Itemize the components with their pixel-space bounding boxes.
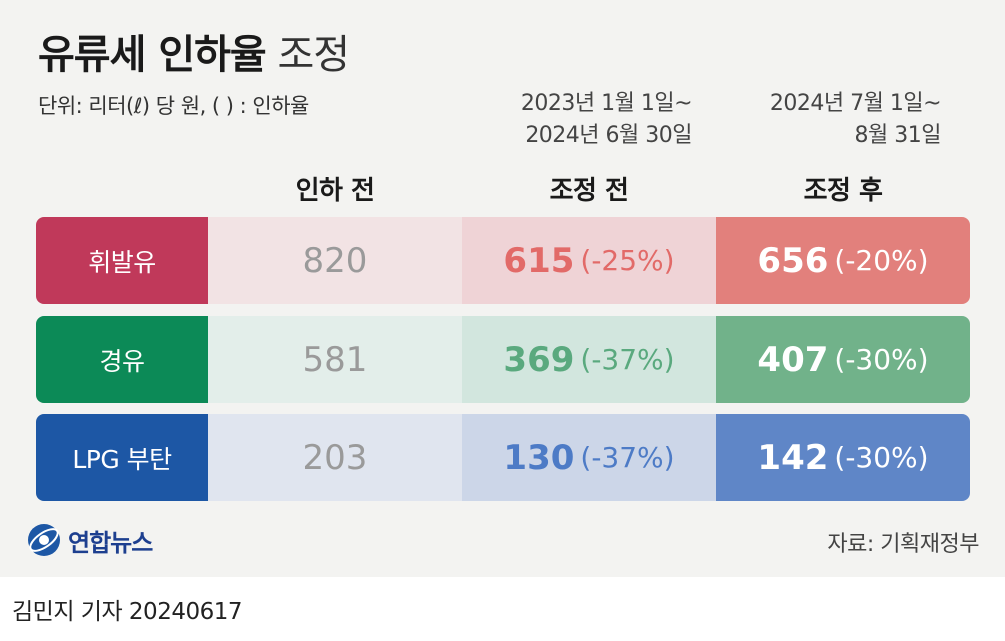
cell-diesel-prev: 369 (-37%)	[462, 316, 716, 403]
label-gasoline: 휘발유	[36, 217, 208, 304]
pct-gasoline-prev: (-25%)	[580, 244, 675, 277]
header-before: 인하 전	[295, 176, 375, 206]
pct-gasoline-curr: (-20%)	[834, 244, 929, 277]
period-curr: 2024년 7월 1일~ 8월 31일	[769, 88, 942, 152]
cell-lpg-curr: 142 (-30%)	[716, 414, 970, 501]
byline: 김민지 기자 20240617	[12, 599, 243, 625]
period-prev: 2023년 1월 1일~ 2024년 6월 30일	[520, 88, 693, 152]
value-gasoline-before: 820	[208, 217, 462, 304]
pct-diesel-curr: (-30%)	[834, 343, 929, 376]
cell-gasoline-prev: 615 (-25%)	[462, 217, 716, 304]
value-lpg-curr: 142	[757, 437, 829, 478]
title-light: 조정	[277, 32, 350, 78]
yonhap-logo: 연합뉴스	[24, 520, 153, 560]
period-prev-line1: 2023년 1월 1일~	[520, 91, 693, 116]
value-gasoline-curr: 656	[757, 240, 829, 281]
yonhap-globe-icon	[28, 524, 60, 556]
period-curr-line2: 8월 31일	[854, 123, 942, 148]
header-prev: 조정 전	[549, 176, 629, 206]
row-gasoline: 휘발유 820 615 (-25%) 656 (-20%)	[36, 217, 970, 304]
period-curr-line1: 2024년 7월 1일~	[769, 91, 942, 116]
value-lpg-prev: 130	[503, 437, 575, 478]
title-bold: 유류세 인하율	[38, 32, 267, 78]
period-prev-line2: 2024년 6월 30일	[525, 123, 692, 148]
cell-gasoline-curr: 656 (-20%)	[716, 217, 970, 304]
row-lpg: LPG 부탄 203 130 (-37%) 142 (-30%)	[36, 414, 970, 501]
chart-title: 유류세 인하율 조정	[38, 22, 350, 80]
cell-diesel-curr: 407 (-30%)	[716, 316, 970, 403]
header-curr: 조정 후	[803, 176, 883, 206]
pct-diesel-prev: (-37%)	[580, 343, 675, 376]
row-diesel: 경유 581 369 (-37%) 407 (-30%)	[36, 316, 970, 403]
value-diesel-curr: 407	[757, 339, 829, 380]
pct-lpg-curr: (-30%)	[834, 441, 929, 474]
value-lpg-before: 203	[208, 414, 462, 501]
source-note: 자료: 기획재정부	[827, 532, 979, 557]
pct-lpg-prev: (-37%)	[580, 441, 675, 474]
logo-text: 연합뉴스	[68, 528, 153, 557]
value-gasoline-prev: 615	[503, 240, 575, 281]
label-diesel: 경유	[36, 316, 208, 403]
label-lpg: LPG 부탄	[36, 414, 208, 501]
value-diesel-prev: 369	[503, 339, 575, 380]
infographic-panel: 유류세 인하율 조정 단위: 리터(ℓ) 당 원, ( ) : 인하율 2023…	[0, 0, 1005, 577]
value-diesel-before: 581	[208, 316, 462, 403]
cell-lpg-prev: 130 (-37%)	[462, 414, 716, 501]
unit-note: 단위: 리터(ℓ) 당 원, ( ) : 인하율	[38, 94, 309, 118]
